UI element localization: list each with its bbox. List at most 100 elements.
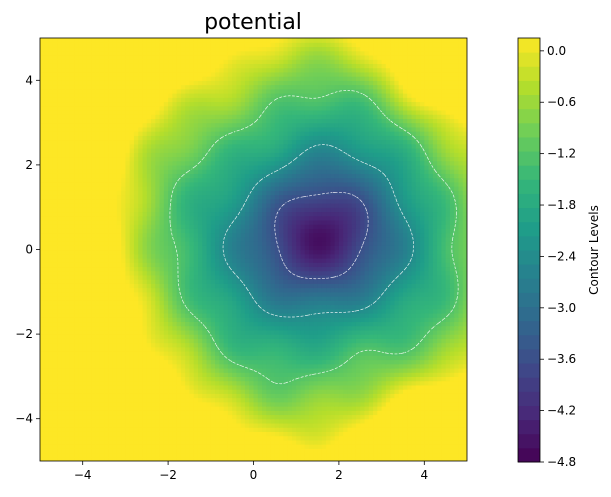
heatmap-cell [219, 452, 225, 458]
heatmap-cell [262, 380, 267, 386]
heatmap-cell [304, 401, 310, 407]
heatmap-cell [449, 431, 455, 437]
heatmap-cell [266, 291, 272, 297]
heatmap-cell [373, 346, 378, 352]
heatmap-cell [300, 304, 306, 310]
heatmap-cell [437, 249, 442, 255]
heatmap-cell [151, 406, 156, 411]
heatmap-cell [360, 266, 366, 272]
heatmap-cell [377, 367, 383, 373]
heatmap-cell [270, 435, 276, 441]
heatmap-cell [159, 393, 165, 399]
heatmap-cell [151, 367, 156, 373]
heatmap-cell [407, 384, 413, 390]
heatmap-cell [398, 338, 404, 344]
heatmap-cell [202, 317, 208, 323]
heatmap-cell [151, 363, 156, 369]
heatmap-cell [385, 456, 391, 461]
heatmap-cell [215, 338, 220, 344]
heatmap-cell [91, 342, 97, 348]
heatmap-cell [52, 283, 58, 289]
heatmap-cell [338, 283, 344, 289]
heatmap-cell [287, 266, 293, 272]
heatmap-cell [215, 262, 220, 268]
heatmap-cell [249, 452, 255, 458]
heatmap-cell [424, 325, 430, 331]
chart-title: potential [204, 10, 302, 35]
heatmap-cell [441, 325, 447, 331]
heatmap-cell [411, 401, 417, 407]
heatmap-cell [176, 329, 182, 335]
heatmap-cell [445, 334, 451, 339]
heatmap-cell [313, 329, 319, 335]
heatmap-cell [176, 342, 182, 348]
heatmap-cell [74, 253, 80, 259]
heatmap-cell [215, 448, 220, 454]
heatmap-cell [445, 435, 451, 441]
heatmap-cell [215, 283, 220, 289]
heatmap-cell [197, 346, 203, 352]
heatmap-cell [249, 414, 255, 420]
heatmap-cell [398, 308, 404, 314]
heatmap-cell [390, 300, 396, 306]
heatmap-cell [82, 317, 88, 323]
heatmap-cell [151, 342, 156, 348]
heatmap-cell [428, 321, 434, 327]
heatmap-cell [112, 329, 118, 335]
heatmap-cell [223, 317, 229, 323]
heatmap-cell [347, 418, 353, 424]
heatmap-cell [91, 253, 97, 259]
heatmap-cell [402, 397, 408, 403]
heatmap-cell [428, 372, 434, 377]
heatmap-cell [159, 406, 165, 411]
heatmap-cell [398, 431, 404, 437]
heatmap-cell [151, 329, 156, 335]
heatmap-cell [206, 406, 212, 411]
heatmap-cell [432, 397, 438, 403]
heatmap-cell [317, 334, 323, 339]
heatmap-cell [210, 397, 216, 403]
heatmap-cell [458, 376, 464, 382]
heatmap-cell [151, 452, 156, 458]
heatmap-cell [338, 346, 344, 352]
heatmap-cell [381, 401, 387, 407]
heatmap-cell [142, 262, 148, 268]
heatmap-cell [313, 283, 319, 289]
heatmap-cell [462, 380, 467, 386]
heatmap-cell [338, 270, 344, 276]
heatmap-cell [257, 274, 263, 280]
heatmap-cell [197, 384, 203, 390]
heatmap-cell [266, 418, 272, 424]
heatmap-cell [202, 249, 208, 255]
heatmap-cell [52, 363, 58, 369]
heatmap-cell [321, 283, 327, 289]
heatmap-cell [454, 338, 460, 344]
heatmap-cell [300, 334, 306, 339]
heatmap-cell [283, 367, 289, 373]
heatmap-cell [163, 249, 169, 255]
heatmap-cell [155, 253, 161, 259]
heatmap-cell [121, 253, 126, 259]
heatmap-cell [40, 439, 45, 445]
heatmap-cell [432, 346, 438, 352]
heatmap-cell [159, 317, 165, 323]
heatmap-cell [40, 346, 45, 352]
heatmap-cell [321, 304, 327, 310]
heatmap-cell [343, 249, 349, 255]
heatmap-cell [189, 249, 195, 255]
heatmap-cell [462, 389, 467, 394]
heatmap-cell [82, 334, 88, 339]
heatmap-cell [390, 351, 396, 356]
heatmap-cell [193, 312, 199, 318]
heatmap-cell [133, 359, 139, 365]
heatmap-cell [441, 452, 447, 458]
heatmap-cell [347, 300, 353, 306]
heatmap-cell [398, 346, 404, 352]
heatmap-cell [86, 296, 92, 301]
heatmap-cell [189, 329, 195, 335]
heatmap-cell [270, 287, 276, 293]
heatmap-cell [215, 300, 220, 306]
heatmap-cell [48, 367, 54, 373]
heatmap-cell [420, 351, 425, 356]
heatmap-cell [99, 380, 105, 386]
